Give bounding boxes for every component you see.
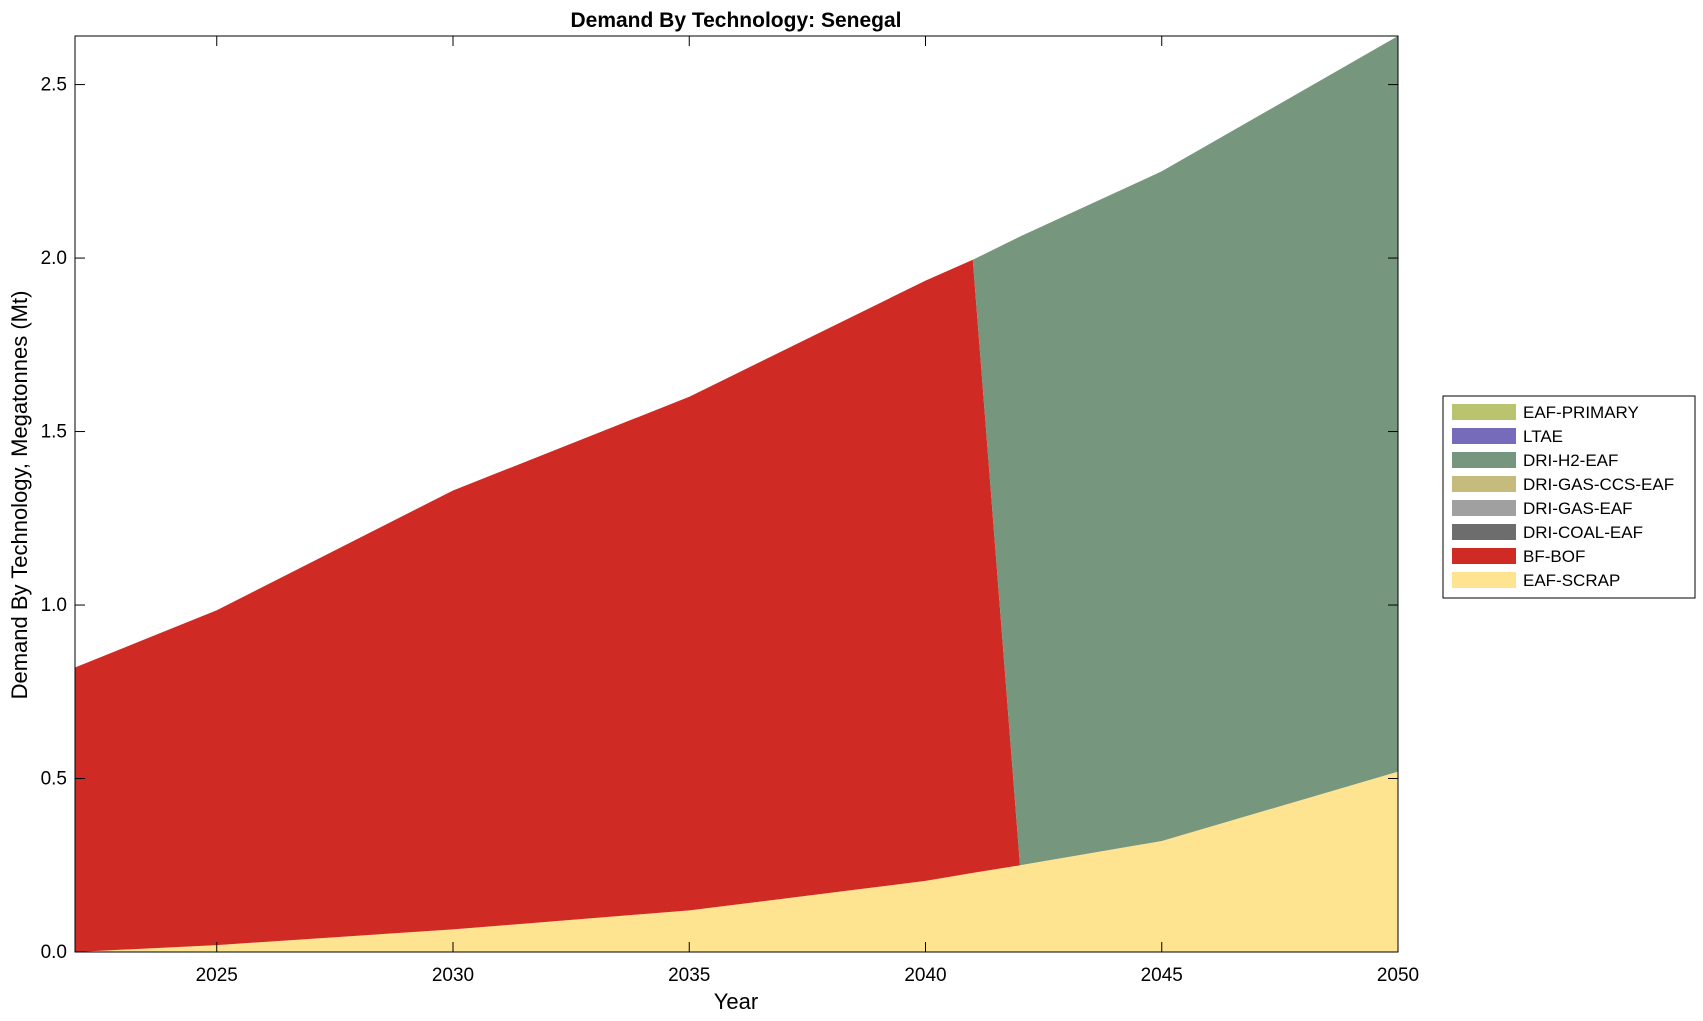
- x-tick-label: 2030: [432, 965, 474, 986]
- area-dri-h2-eaf: [75, 36, 1398, 866]
- y-tick-label: 0.0: [41, 942, 67, 963]
- x-tick-label: 2035: [668, 965, 710, 986]
- y-tick-label: 2.5: [41, 75, 67, 96]
- legend-swatch: [1452, 452, 1516, 468]
- legend-label: EAF-PRIMARY: [1523, 403, 1639, 422]
- y-tick-label: 1.0: [41, 595, 67, 616]
- y-tick-label: 1.5: [41, 422, 67, 443]
- x-tick-label: 2050: [1377, 965, 1419, 986]
- x-tick-label: 2040: [904, 965, 946, 986]
- legend-label: DRI-GAS-CCS-EAF: [1523, 475, 1674, 494]
- x-axis-label: Year: [714, 989, 758, 1014]
- legend-label: LTAE: [1523, 427, 1563, 446]
- x-tick-label: 2025: [196, 965, 238, 986]
- legend-label: DRI-H2-EAF: [1523, 451, 1618, 470]
- y-axis-label: Demand By Technology, Megatonnes (Mt): [7, 291, 32, 700]
- area-eaf-scrap: [75, 771, 1398, 952]
- y-tick-label: 0.5: [41, 769, 67, 790]
- legend-label: BF-BOF: [1523, 547, 1585, 566]
- chart-title: Demand By Technology: Senegal: [570, 9, 901, 32]
- legend-box: [1442, 395, 1696, 599]
- y-tick-label: 2.0: [41, 248, 67, 269]
- legend-label: DRI-COAL-EAF: [1523, 523, 1643, 542]
- legend: EAF-PRIMARY LTAE DRI-H2-EAF DRI-GAS-CCS-EAF…: [1442, 395, 1696, 599]
- legend-swatch: [1452, 476, 1516, 492]
- plot-frame: [74, 35, 1399, 953]
- legend-label: DRI-GAS-EAF: [1523, 499, 1633, 518]
- area-layers: [75, 36, 1398, 952]
- area-bf-bof: [75, 259, 1398, 952]
- legend-swatch: [1452, 524, 1516, 540]
- legend-swatch: [1452, 572, 1516, 588]
- legend-swatch: [1452, 500, 1516, 516]
- legend-swatch: [1452, 404, 1516, 420]
- legend-swatch: [1452, 548, 1516, 564]
- x-tick-label: 2045: [1141, 965, 1183, 986]
- axes: 2025 2030 2035 2040 2045 2050 0.0 0.5 1.0 1.5 2.0 2…: [41, 35, 1419, 986]
- legend-swatch: [1452, 428, 1516, 444]
- legend-label: EAF-SCRAP: [1523, 571, 1620, 590]
